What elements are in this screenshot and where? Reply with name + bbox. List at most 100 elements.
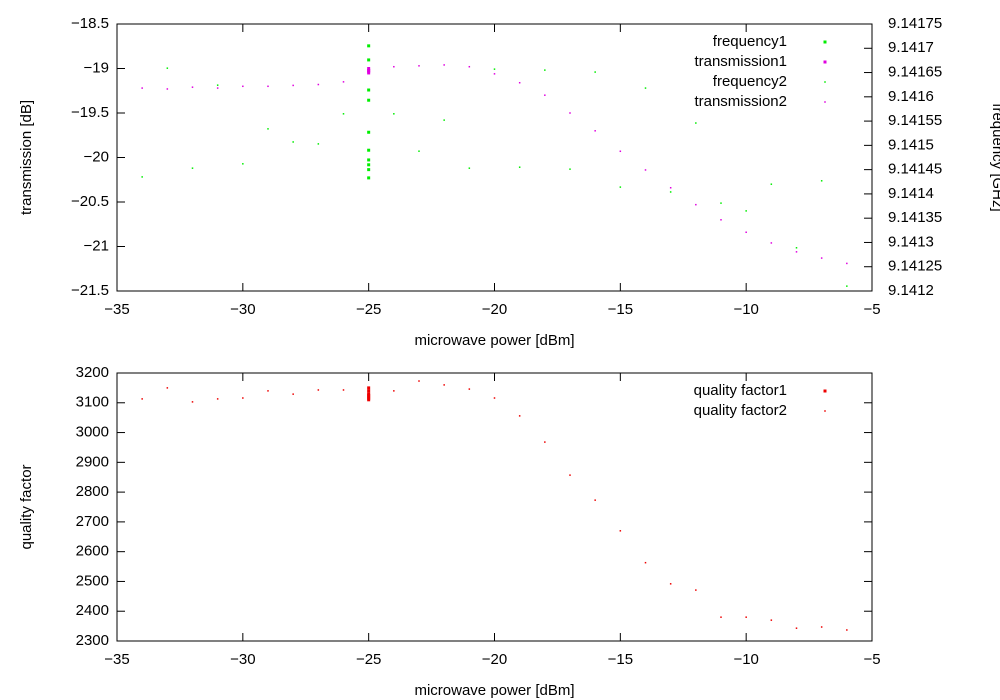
y-tick-label: 3000 [76, 424, 109, 441]
data-point [191, 167, 194, 169]
data-point [669, 187, 672, 189]
data-point [544, 69, 546, 71]
data-point [342, 113, 345, 115]
y2-tick-label: 9.1416 [888, 88, 934, 105]
data-point [292, 393, 294, 395]
data-point [367, 398, 371, 402]
x-axis-label: microwave power [dBm] [414, 332, 574, 349]
data-point [317, 143, 320, 145]
x-tick-label: −30 [230, 301, 255, 318]
y-tick-label: −19 [84, 59, 109, 76]
data-point [569, 474, 571, 476]
y-tick-label: 3100 [76, 394, 109, 411]
data-point [795, 627, 798, 629]
data-point [443, 384, 445, 386]
data-point [493, 68, 496, 70]
y-tick-label: −20 [84, 148, 109, 165]
y-tick-label: 2800 [76, 483, 109, 500]
data-point [216, 84, 219, 86]
data-point [443, 64, 445, 66]
data-point [795, 247, 798, 249]
data-point [367, 386, 371, 390]
data-point [367, 176, 371, 180]
x-tick-label: −5 [863, 651, 880, 668]
x-tick-label: −20 [482, 651, 507, 668]
y-tick-label: 2700 [76, 513, 109, 530]
data-point [267, 85, 269, 88]
y-tick-label: −18.5 [71, 15, 109, 32]
data-point [820, 180, 823, 182]
data-point [770, 619, 773, 621]
y-axis-label: quality factor [18, 464, 35, 549]
legend-label: quality factor2 [694, 402, 787, 419]
y2-tick-label: 9.1412 [888, 282, 934, 299]
y2-tick-label: 9.14165 [888, 64, 942, 81]
y-tick-label: −19.5 [71, 104, 109, 121]
legend-marker [824, 101, 826, 103]
legend-label: transmission1 [694, 53, 787, 70]
data-point [544, 441, 546, 443]
y2-tick-label: 9.14175 [888, 15, 942, 32]
x-tick-label: −25 [356, 651, 381, 668]
x-tick-label: −5 [863, 301, 880, 318]
data-point [468, 65, 471, 68]
legend-label: quality factor1 [694, 382, 787, 399]
data-point [695, 203, 697, 206]
data-point [317, 389, 320, 391]
data-point [745, 231, 747, 234]
data-point [846, 629, 848, 631]
x-axis-label: microwave power [dBm] [414, 682, 574, 699]
legend-marker [824, 81, 826, 83]
data-point [292, 84, 294, 87]
x-tick-label: −35 [104, 301, 129, 318]
data-point [669, 191, 672, 193]
data-point [846, 262, 848, 265]
data-point [695, 122, 697, 124]
data-point [644, 561, 647, 564]
data-point [443, 119, 445, 121]
x-tick-label: −15 [608, 301, 633, 318]
y-tick-label: 2500 [76, 572, 109, 589]
data-point [418, 380, 420, 382]
data-point [669, 583, 672, 585]
data-point [644, 169, 647, 171]
y-tick-label: 3200 [76, 364, 109, 381]
y2-axis-label: frequency [GHz] [989, 103, 1000, 211]
data-point [367, 67, 371, 70]
data-point [619, 150, 622, 153]
y-axis-label: transmission [dB] [18, 100, 35, 215]
data-point [795, 251, 798, 253]
data-point [292, 141, 294, 143]
data-point [770, 183, 773, 185]
y2-tick-label: 9.14155 [888, 112, 942, 129]
data-point [695, 589, 697, 591]
legend-label: transmission2 [694, 93, 787, 110]
data-point [745, 616, 747, 618]
x-tick-label: −15 [608, 651, 633, 668]
legend-marker [824, 410, 826, 412]
data-point [216, 398, 219, 400]
data-point [493, 397, 496, 399]
data-point [166, 387, 169, 389]
data-point [518, 81, 521, 84]
y-tick-label: 2400 [76, 602, 109, 619]
data-point [166, 67, 169, 69]
data-point [820, 626, 823, 628]
data-point [342, 389, 345, 391]
data-point [317, 83, 320, 86]
data-point [518, 166, 521, 168]
data-point [569, 112, 571, 114]
data-point [367, 389, 371, 393]
y2-tick-label: 9.1413 [888, 233, 934, 250]
data-point [619, 530, 622, 532]
y2-tick-label: 9.14135 [888, 209, 942, 226]
data-point [267, 390, 269, 392]
data-point [393, 65, 395, 68]
data-point [745, 210, 747, 212]
data-point [644, 87, 647, 89]
y2-tick-label: 9.1417 [888, 39, 934, 56]
data-point [720, 202, 722, 204]
y-tick-label: 2300 [76, 632, 109, 649]
data-point [191, 86, 194, 88]
